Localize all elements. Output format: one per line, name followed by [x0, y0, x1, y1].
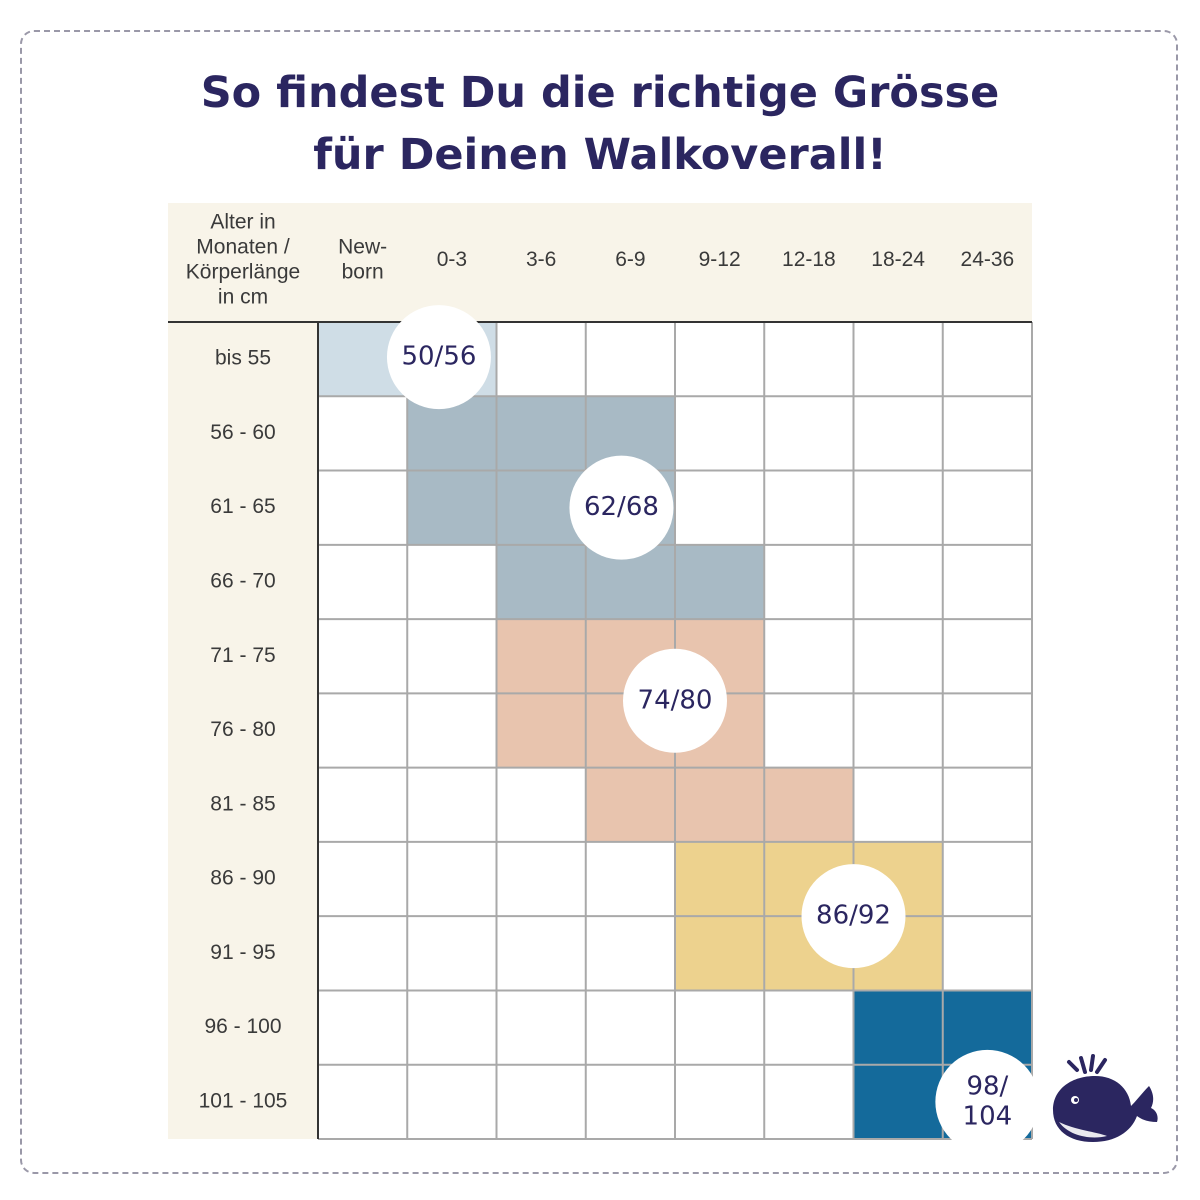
corner-header-label: Alter in Monaten / Körperlänge in cm — [186, 211, 300, 309]
size-cell — [407, 396, 497, 471]
age-column-header-line: 24-36 — [961, 248, 1015, 271]
size-bubble — [569, 455, 674, 560]
size-cell — [496, 619, 586, 694]
corner-header-label-line: Alter in — [210, 211, 275, 234]
size-bubble-label: 98/104 — [963, 1071, 1013, 1131]
age-column-header: 6-9 — [615, 248, 645, 271]
size-cell — [496, 544, 586, 620]
size-cell — [764, 767, 854, 842]
size-cell — [853, 990, 943, 1065]
size-bubble-label-line: 50/56 — [401, 342, 476, 372]
size-cell — [496, 693, 586, 768]
size-cell — [675, 544, 765, 620]
length-row-label: 91 - 95 — [210, 941, 275, 964]
size-cell — [853, 1064, 943, 1139]
size-bubble-label: 74/80 — [638, 685, 713, 715]
age-column-header-line: 18-24 — [871, 248, 925, 271]
size-bubble-label-line: 98/ — [966, 1071, 1008, 1101]
size-bubble-label: 62/68 — [584, 492, 659, 522]
corner-header-label-line: Körperlänge — [186, 261, 300, 284]
size-cell — [585, 767, 675, 842]
title-line-2: für Deinen Walkoverall! — [313, 130, 887, 180]
length-row-label: bis 55 — [215, 347, 271, 370]
size-bubble — [623, 648, 727, 753]
size-bubble — [801, 864, 906, 969]
whale-icon — [1053, 1054, 1158, 1142]
page-title: So findest Du die richtige Grösse für De… — [0, 62, 1200, 186]
age-column-header-line: 12-18 — [782, 248, 836, 271]
length-row-label: 101 - 105 — [199, 1089, 288, 1112]
length-row-label: 71 - 75 — [210, 644, 275, 667]
size-bubble-label-line: 74/80 — [638, 685, 713, 715]
size-bubble-label: 86/92 — [816, 901, 891, 931]
corner-header-label-line: in cm — [218, 286, 268, 309]
age-column-header-line: 3-6 — [526, 248, 556, 271]
title-line-1: So findest Du die richtige Grösse — [200, 68, 1000, 118]
size-cell — [407, 470, 497, 545]
header-background — [168, 203, 1032, 322]
length-row-label: 76 - 80 — [210, 718, 275, 741]
age-column-header-line: born — [342, 261, 384, 284]
size-bubble-label-line: 104 — [963, 1101, 1013, 1131]
age-column-header-line: 9-12 — [699, 248, 741, 271]
age-column-header-line: 6-9 — [615, 248, 645, 271]
age-column-header: 18-24 — [871, 248, 925, 271]
size-bubble-label: 50/56 — [401, 342, 476, 372]
age-column-header-line: 0-3 — [437, 248, 467, 271]
size-bubble-label-line: 62/68 — [584, 492, 659, 522]
size-bubble — [386, 305, 491, 410]
age-column-header: New-born — [338, 236, 387, 284]
size-cell — [496, 396, 586, 471]
size-cell — [675, 841, 765, 917]
age-column-header: 3-6 — [526, 248, 556, 271]
row-label-background — [168, 322, 318, 1139]
length-row-label: 96 - 100 — [204, 1015, 281, 1038]
age-column-header-line: New- — [338, 236, 387, 259]
age-column-header: 9-12 — [699, 248, 741, 271]
size-cell — [675, 767, 765, 842]
dashed-frame — [20, 30, 1178, 1174]
length-row-label: 66 - 70 — [210, 570, 275, 593]
length-row-label: 86 - 90 — [210, 867, 275, 890]
length-row-label: 81 - 85 — [210, 792, 275, 815]
size-cell — [675, 916, 765, 991]
size-bubble — [935, 1049, 1040, 1154]
size-bubble-label-line: 86/92 — [816, 901, 891, 931]
age-column-header: 24-36 — [961, 248, 1015, 271]
age-column-header: 0-3 — [437, 248, 467, 271]
corner-header-label-line: Monaten / — [196, 236, 290, 259]
length-row-label: 61 - 65 — [210, 495, 275, 518]
length-row-label: 56 - 60 — [210, 421, 275, 444]
age-column-header: 12-18 — [782, 248, 836, 271]
